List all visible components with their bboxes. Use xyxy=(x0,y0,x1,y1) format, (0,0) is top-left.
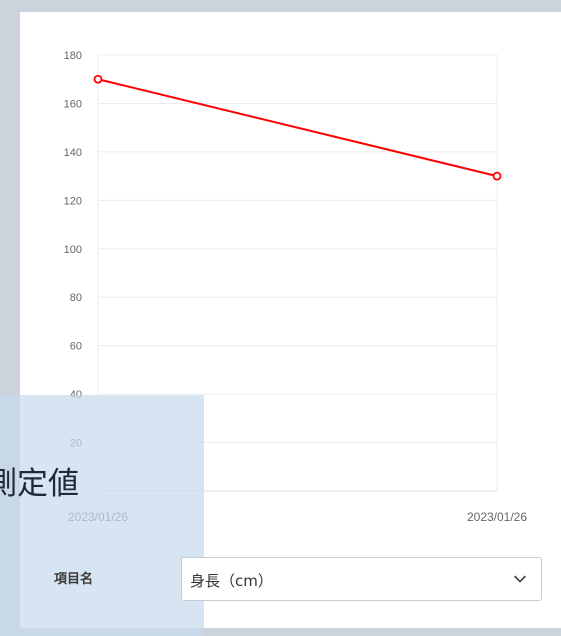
y-tick-label: 60 xyxy=(70,341,82,353)
data-point xyxy=(492,171,502,181)
y-axis-ticks: 20406080100120140160180 xyxy=(64,50,82,450)
overlay-panel xyxy=(0,395,204,636)
y-tick-label: 140 xyxy=(64,147,82,159)
series-lines xyxy=(97,78,498,178)
y-tick-label: 120 xyxy=(64,195,82,207)
y-tick-label: 80 xyxy=(70,292,82,304)
measurement-title: 測定値 xyxy=(0,458,175,503)
y-tick-label: 100 xyxy=(64,244,82,256)
chart-grid xyxy=(97,54,498,492)
x-tick-label: 2023/01/26 xyxy=(467,510,527,524)
series-points xyxy=(93,74,502,181)
measurement-title-text: 測定値 xyxy=(0,466,79,502)
chevron-down-icon xyxy=(514,575,526,583)
y-tick-label: 160 xyxy=(64,98,82,110)
item-select[interactable]: 身長（cm） xyxy=(181,557,542,601)
y-tick-label: 180 xyxy=(64,50,82,62)
series-line xyxy=(97,78,498,178)
item-name-label: 項目名 xyxy=(54,572,94,587)
item-select-value: 身長（cm） xyxy=(190,572,273,590)
data-point xyxy=(93,74,103,84)
